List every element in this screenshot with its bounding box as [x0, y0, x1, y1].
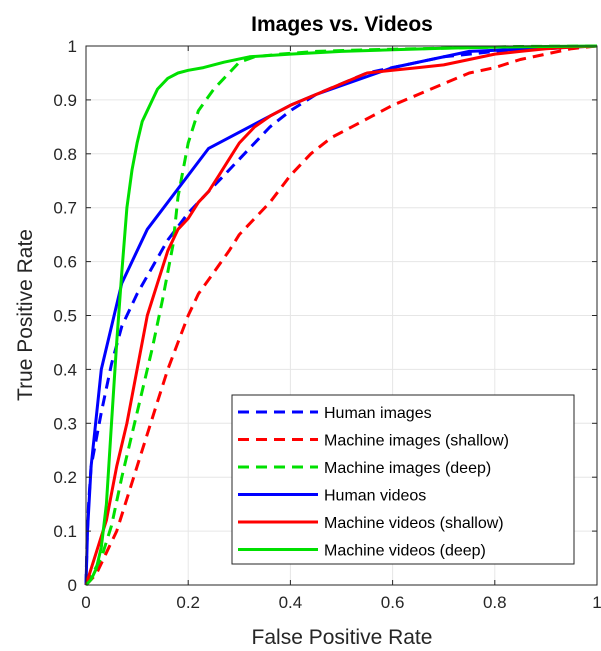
y-ticks: 0 0.1 0.2 0.3 0.4 0.5 0.6 0.7 0.8 0.9 1: [53, 37, 597, 595]
x-tick-label: 0.8: [483, 593, 507, 612]
y-tick-label: 0.6: [53, 253, 77, 272]
series-layer: [84, 44, 598, 587]
y-tick-label: 0.2: [53, 468, 77, 487]
y-tick-label: 1: [68, 37, 77, 56]
y-tick-label: 0.8: [53, 145, 77, 164]
y-tick-label: 0.9: [53, 91, 77, 110]
x-tick-label: 0.6: [381, 593, 405, 612]
legend-box: [231, 394, 575, 565]
y-tick-label: 0.7: [53, 199, 77, 218]
x-tick-label: 0.4: [279, 593, 303, 612]
series-line-machine-images-deep: [84, 44, 598, 586]
series-line-machine-videos-shallow: [84, 44, 598, 586]
legend-label-human-videos: Human videos: [324, 488, 426, 505]
chart-title: Images vs. Videos: [251, 13, 433, 36]
legend-label-machine-videos-deep: Machine videos (deep): [324, 543, 486, 560]
y-axis-label: True Positive Rate: [14, 229, 37, 401]
legend-label-machine-videos-shallow: Machine videos (shallow): [324, 515, 504, 532]
x-tick-label: 1: [592, 593, 601, 612]
y-tick-label: 0.1: [53, 522, 77, 541]
legend: Human images Machine images (shallow) Mach…: [231, 394, 575, 565]
y-tick-label: 0.4: [53, 360, 77, 379]
x-axis-label: False Positive Rate: [252, 626, 433, 649]
x-tick-label: 0: [81, 593, 90, 612]
y-tick-label: 0: [68, 576, 77, 595]
legend-label-machine-images-shallow: Machine images (shallow): [324, 433, 509, 450]
series-line-machine-images-shallow: [84, 44, 598, 587]
y-tick-label: 0.3: [53, 414, 77, 433]
series-line-machine-videos-deep: [84, 44, 598, 587]
x-tick-label: 0.2: [176, 593, 200, 612]
legend-label-human-images: Human images: [324, 405, 432, 422]
y-tick-label: 0.5: [53, 307, 77, 326]
legend-label-machine-images-deep: Machine images (deep): [324, 460, 491, 477]
x-ticks: 0 0.2 0.4 0.6 0.8 1: [81, 46, 601, 612]
